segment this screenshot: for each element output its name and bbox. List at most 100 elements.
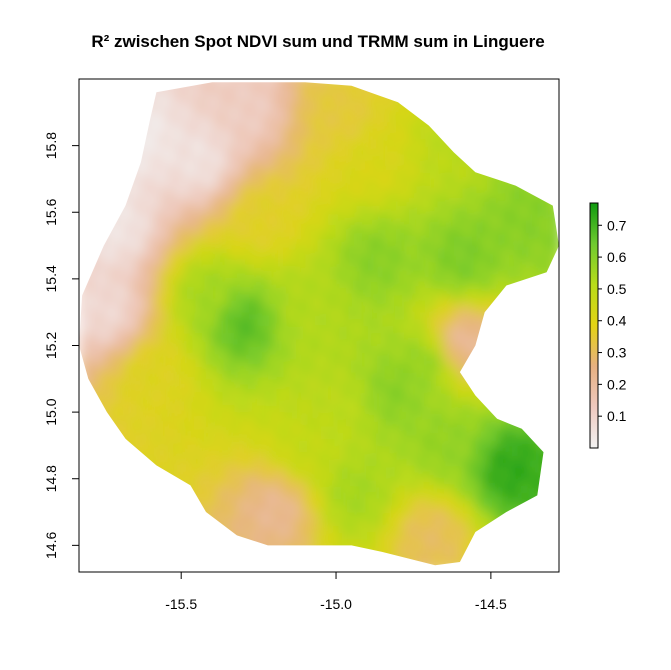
raster-cell [246, 238, 254, 247]
raster-cell [308, 318, 316, 327]
raster-cell [122, 372, 130, 380]
raster-cell [326, 518, 334, 527]
raster-cell [171, 432, 179, 440]
raster-cell [147, 82, 155, 87]
raster-cell [376, 405, 384, 413]
raster-cell [481, 385, 489, 393]
raster-cell [469, 312, 477, 320]
raster-cell [110, 298, 117, 307]
raster-cell [128, 158, 136, 167]
raster-cell [258, 152, 266, 160]
raster-cell [122, 99, 130, 107]
raster-cell [382, 232, 390, 240]
raster-cell [190, 525, 198, 533]
raster-cell [277, 165, 285, 174]
raster-cell [103, 385, 111, 393]
raster-cell [419, 192, 427, 200]
raster-cell [221, 432, 229, 440]
raster-cell [326, 218, 334, 227]
raster-cell [147, 218, 155, 227]
raster-cell [320, 132, 328, 140]
raster-cell [264, 278, 272, 287]
raster-cell [351, 112, 359, 120]
raster-cell [308, 192, 316, 200]
raster-cell [153, 445, 161, 453]
raster-cell [134, 478, 142, 487]
raster-cell [264, 365, 272, 373]
raster-cell [215, 82, 223, 87]
raster-cell [240, 492, 247, 500]
raster-cell [370, 558, 378, 566]
raster-cell [227, 492, 235, 500]
raster-cell [302, 485, 309, 493]
raster-cell [425, 192, 433, 200]
raster-cell [196, 445, 204, 453]
raster-cell [308, 325, 316, 333]
raster-cell [159, 105, 167, 114]
raster-cell [308, 218, 316, 227]
raster-cell [450, 85, 458, 94]
raster-cell [295, 498, 303, 507]
raster-cell [190, 145, 198, 154]
raster-cell [79, 425, 86, 433]
raster-cell [438, 552, 446, 560]
raster-cell [271, 238, 278, 247]
raster-cell [103, 458, 111, 467]
raster-cell [103, 512, 111, 520]
raster-cell [209, 312, 217, 320]
raster-cell [171, 305, 179, 313]
raster-cell [425, 512, 433, 520]
raster-cell [178, 105, 186, 114]
raster-cell [332, 245, 340, 254]
raster-cell [394, 232, 402, 240]
raster-cell [382, 245, 390, 254]
raster-cell [122, 145, 130, 154]
raster-cell [432, 398, 439, 407]
raster-cell [326, 485, 334, 493]
raster-cell [376, 478, 384, 487]
raster-cell [419, 485, 427, 493]
raster-cell [79, 458, 86, 467]
raster-cell [320, 232, 328, 240]
raster-cell [171, 458, 179, 467]
raster-cell [432, 372, 439, 380]
raster-cell [326, 452, 334, 460]
raster-cell [469, 85, 477, 94]
raster-cell [184, 425, 192, 433]
raster-cell [196, 378, 204, 387]
raster-cell [196, 198, 204, 207]
raster-cell [320, 265, 328, 273]
raster-cell [456, 272, 464, 280]
raster-cell [91, 119, 99, 127]
raster-cell [332, 492, 340, 500]
raster-cell [308, 405, 316, 413]
raster-cell [103, 452, 111, 460]
raster-cell [302, 432, 309, 440]
raster-cell [252, 82, 260, 87]
raster-cell [339, 332, 347, 340]
raster-cell [184, 82, 192, 87]
raster-cell [171, 212, 179, 220]
raster-cell [171, 225, 179, 234]
raster-cell [110, 418, 117, 427]
raster-cell [407, 172, 415, 180]
raster-cell [302, 278, 309, 287]
raster-cell [308, 205, 316, 214]
raster-cell [128, 252, 136, 260]
raster-cell [277, 238, 285, 247]
raster-cell [246, 498, 254, 507]
raster-cell [376, 318, 384, 327]
raster-cell [289, 245, 297, 254]
raster-cell [246, 365, 254, 373]
raster-cell [178, 312, 186, 320]
raster-cell [147, 105, 155, 114]
raster-cell [320, 552, 328, 560]
raster-cell [165, 112, 173, 120]
raster-cell [475, 139, 483, 147]
raster-cell [140, 532, 148, 540]
raster-cell [339, 165, 347, 174]
raster-cell [370, 498, 378, 507]
raster-cell [413, 198, 421, 207]
raster-cell [463, 385, 470, 393]
raster-cell [240, 552, 247, 560]
